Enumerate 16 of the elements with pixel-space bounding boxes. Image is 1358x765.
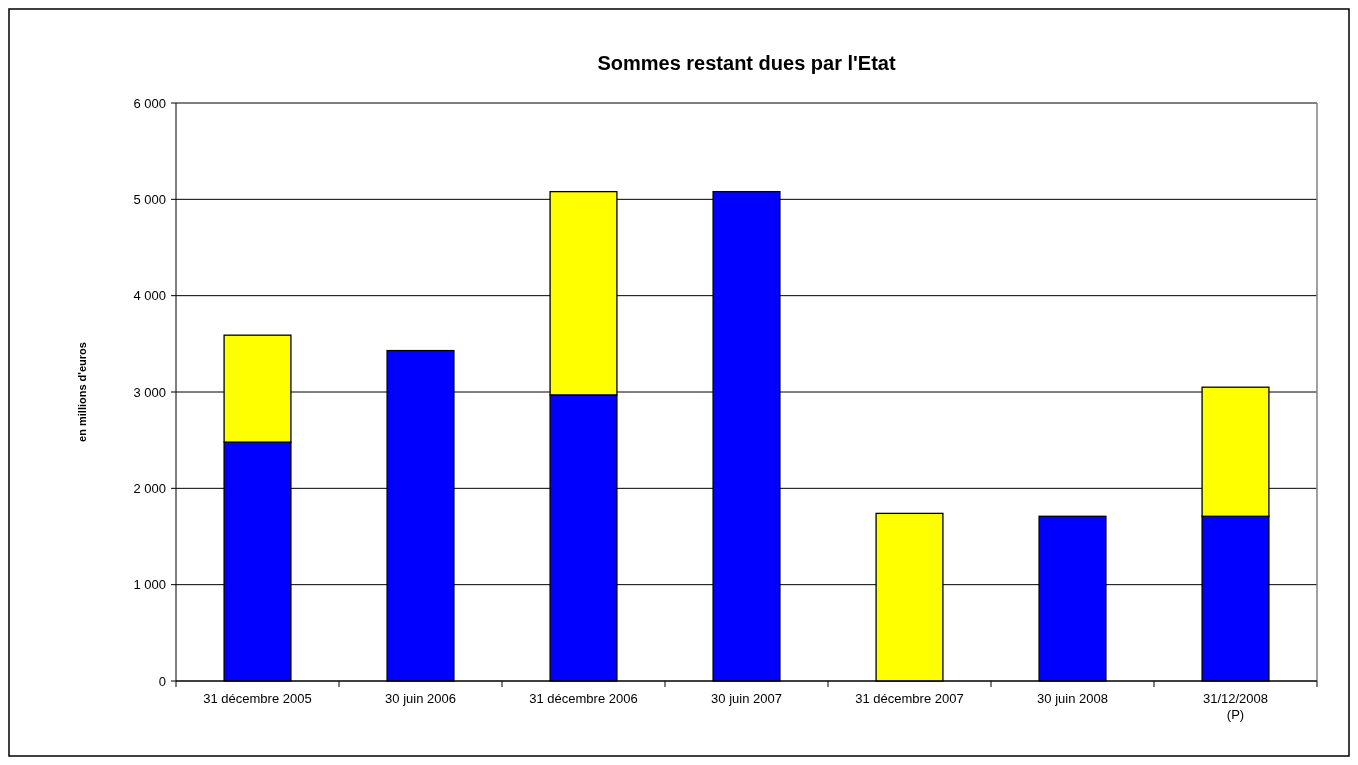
y-tick-label: 5 000 (133, 191, 166, 207)
x-tick-label: 30 juin 2008 (1037, 691, 1108, 706)
x-tick-label: 31/12/2008 (P) (1202, 691, 1269, 722)
x-tick-label: 30 juin 2007 (711, 691, 782, 706)
y-tick-label: 3 000 (133, 384, 166, 400)
x-tick-label: 31 décembre 2007 (855, 691, 964, 706)
y-axis-title: en millions d'euros (76, 342, 88, 442)
y-tick-label: 1 000 (133, 577, 166, 593)
chart-title: Sommes restant dues par l'Etat (597, 52, 896, 74)
y-tick-label: 0 (158, 673, 166, 689)
y-tick-label: 2 000 (133, 480, 166, 496)
x-tick-label: 30 juin 2006 (385, 691, 456, 706)
x-tick-label: 31 décembre 2005 (203, 691, 312, 706)
y-tick-label: 6 000 (133, 95, 166, 111)
y-tick-label: 4 000 (133, 288, 166, 304)
x-tick-label: 31 décembre 2006 (529, 691, 638, 706)
